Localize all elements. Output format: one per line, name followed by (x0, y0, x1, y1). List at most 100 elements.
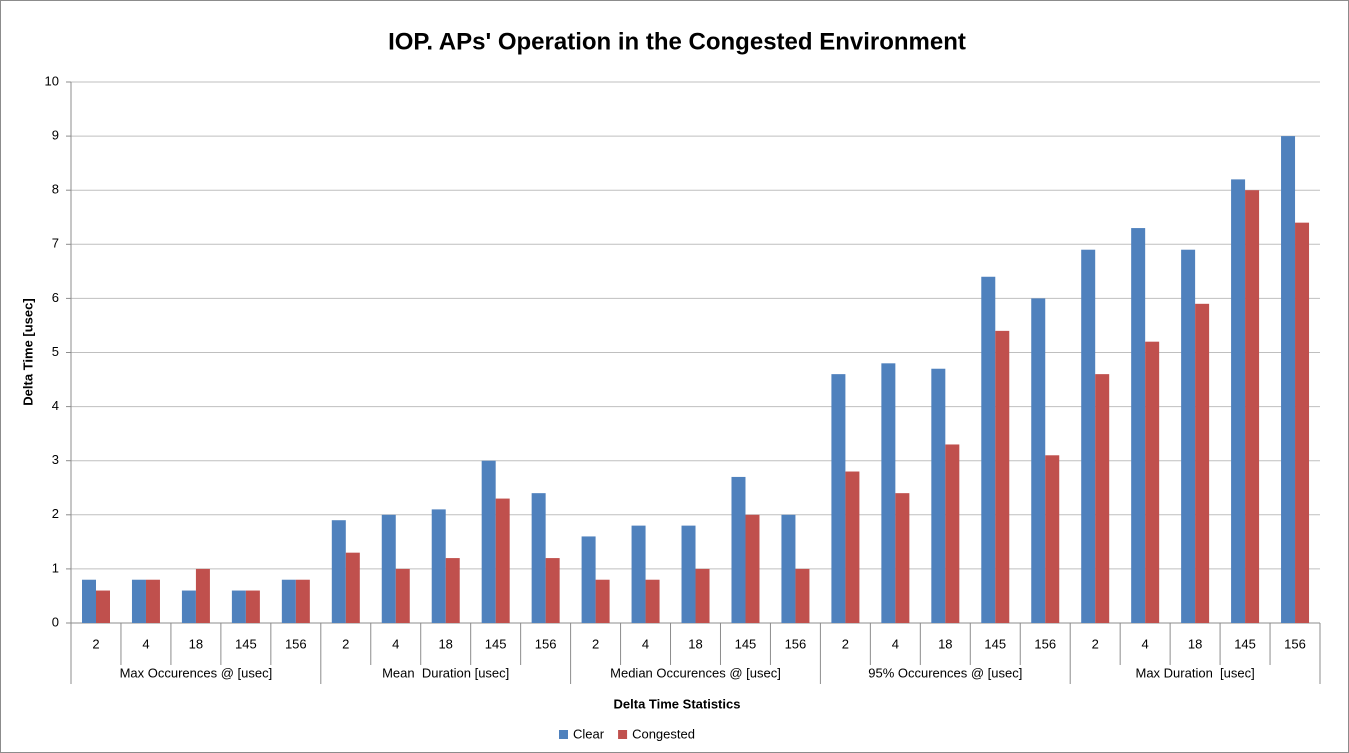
x-tick-label: 18 (438, 636, 452, 651)
group-label: Max Occurences @ [usec] (120, 665, 273, 680)
bar (695, 568, 710, 623)
bar (295, 579, 310, 623)
bar (981, 276, 996, 623)
y-tick-label: 8 (52, 182, 59, 197)
bar (995, 330, 1010, 623)
x-tick-label: 4 (892, 636, 899, 651)
x-tick-label: 156 (1034, 636, 1056, 651)
x-tick-label: 18 (938, 636, 952, 651)
bar (245, 590, 260, 623)
x-tick-label: 2 (592, 636, 599, 651)
bar (1031, 298, 1046, 623)
bar (745, 514, 760, 623)
chart-title: IOP. APs' Operation in the Congested Env… (388, 28, 966, 55)
legend-label: Clear (573, 726, 605, 741)
x-tick-label: 18 (189, 636, 203, 651)
bar (345, 552, 360, 623)
bar (545, 558, 560, 623)
bar (845, 471, 860, 623)
x-tick-label: 145 (485, 636, 507, 651)
group-label: 95% Occurences @ [usec] (868, 665, 1022, 680)
legend-swatch (559, 730, 568, 739)
bar (495, 498, 510, 623)
bar (731, 476, 746, 623)
bar (681, 525, 696, 623)
bar (231, 590, 246, 623)
bar (1295, 222, 1310, 623)
x-tick-label: 18 (1188, 636, 1202, 651)
y-tick-label: 7 (52, 236, 59, 251)
y-tick-label: 5 (52, 344, 59, 359)
bar (145, 579, 160, 623)
y-tick-label: 0 (52, 614, 59, 629)
y-tick-label: 9 (52, 128, 59, 143)
legend-swatch (618, 730, 628, 739)
bar (1095, 374, 1110, 623)
bar (531, 493, 546, 623)
y-tick-label: 1 (52, 560, 59, 575)
bar (96, 590, 110, 623)
bar (131, 579, 146, 623)
x-tick-label: 4 (392, 636, 399, 651)
x-tick-label: 145 (235, 636, 257, 651)
x-tick-label: 156 (535, 636, 557, 651)
x-tick-label: 4 (642, 636, 649, 651)
x-tick-label: 4 (142, 636, 149, 651)
x-tick-label: 18 (688, 636, 702, 651)
bar (795, 568, 810, 623)
x-tick-label: 4 (1142, 636, 1149, 651)
x-tick-label: 145 (1234, 636, 1256, 651)
group-label: Mean Duration [usec] (382, 665, 509, 680)
x-tick-label: 156 (285, 636, 307, 651)
y-axis-title: Delta Time [usec] (20, 298, 35, 405)
y-tick-label: 4 (52, 398, 59, 413)
bar (331, 520, 346, 623)
x-tick-label: 2 (842, 636, 849, 651)
bar (381, 514, 396, 623)
bar (831, 374, 846, 623)
x-tick-label: 2 (342, 636, 349, 651)
bar (1195, 303, 1210, 623)
bar (645, 579, 660, 623)
bar (82, 579, 96, 623)
bar (445, 558, 460, 623)
bar (1245, 190, 1260, 623)
bar (1281, 136, 1296, 623)
legend-label: Congested (632, 726, 695, 741)
bar (195, 568, 210, 623)
bar (1181, 249, 1196, 623)
x-axis-title: Delta Time Statistics (614, 696, 741, 711)
x-tick-label: 2 (1092, 636, 1099, 651)
bar (945, 444, 960, 623)
bar (181, 590, 196, 623)
bar (1131, 228, 1146, 623)
bar (895, 493, 910, 623)
y-tick-label: 10 (45, 73, 59, 88)
bar (281, 579, 296, 623)
bar (1145, 341, 1160, 623)
bar (931, 368, 946, 623)
bar (431, 509, 446, 623)
y-tick-label: 2 (52, 506, 59, 521)
bar (581, 536, 596, 623)
y-tick-label: 6 (52, 290, 59, 305)
bar (1231, 179, 1246, 623)
x-tick-label: 156 (785, 636, 807, 651)
x-tick-label: 2 (92, 636, 99, 651)
bar (481, 460, 496, 623)
y-tick-label: 3 (52, 452, 59, 467)
bar (1081, 249, 1096, 623)
bar (595, 579, 610, 623)
group-label: Median Occurences @ [usec] (610, 665, 781, 680)
x-tick-label: 145 (984, 636, 1006, 651)
bar (395, 568, 410, 623)
x-tick-label: 145 (735, 636, 757, 651)
bar (781, 514, 796, 623)
x-tick-label: 156 (1284, 636, 1306, 651)
bar (1045, 455, 1060, 623)
bar (631, 525, 646, 623)
group-label: Max Duration [usec] (1135, 665, 1254, 680)
bar (881, 363, 896, 623)
